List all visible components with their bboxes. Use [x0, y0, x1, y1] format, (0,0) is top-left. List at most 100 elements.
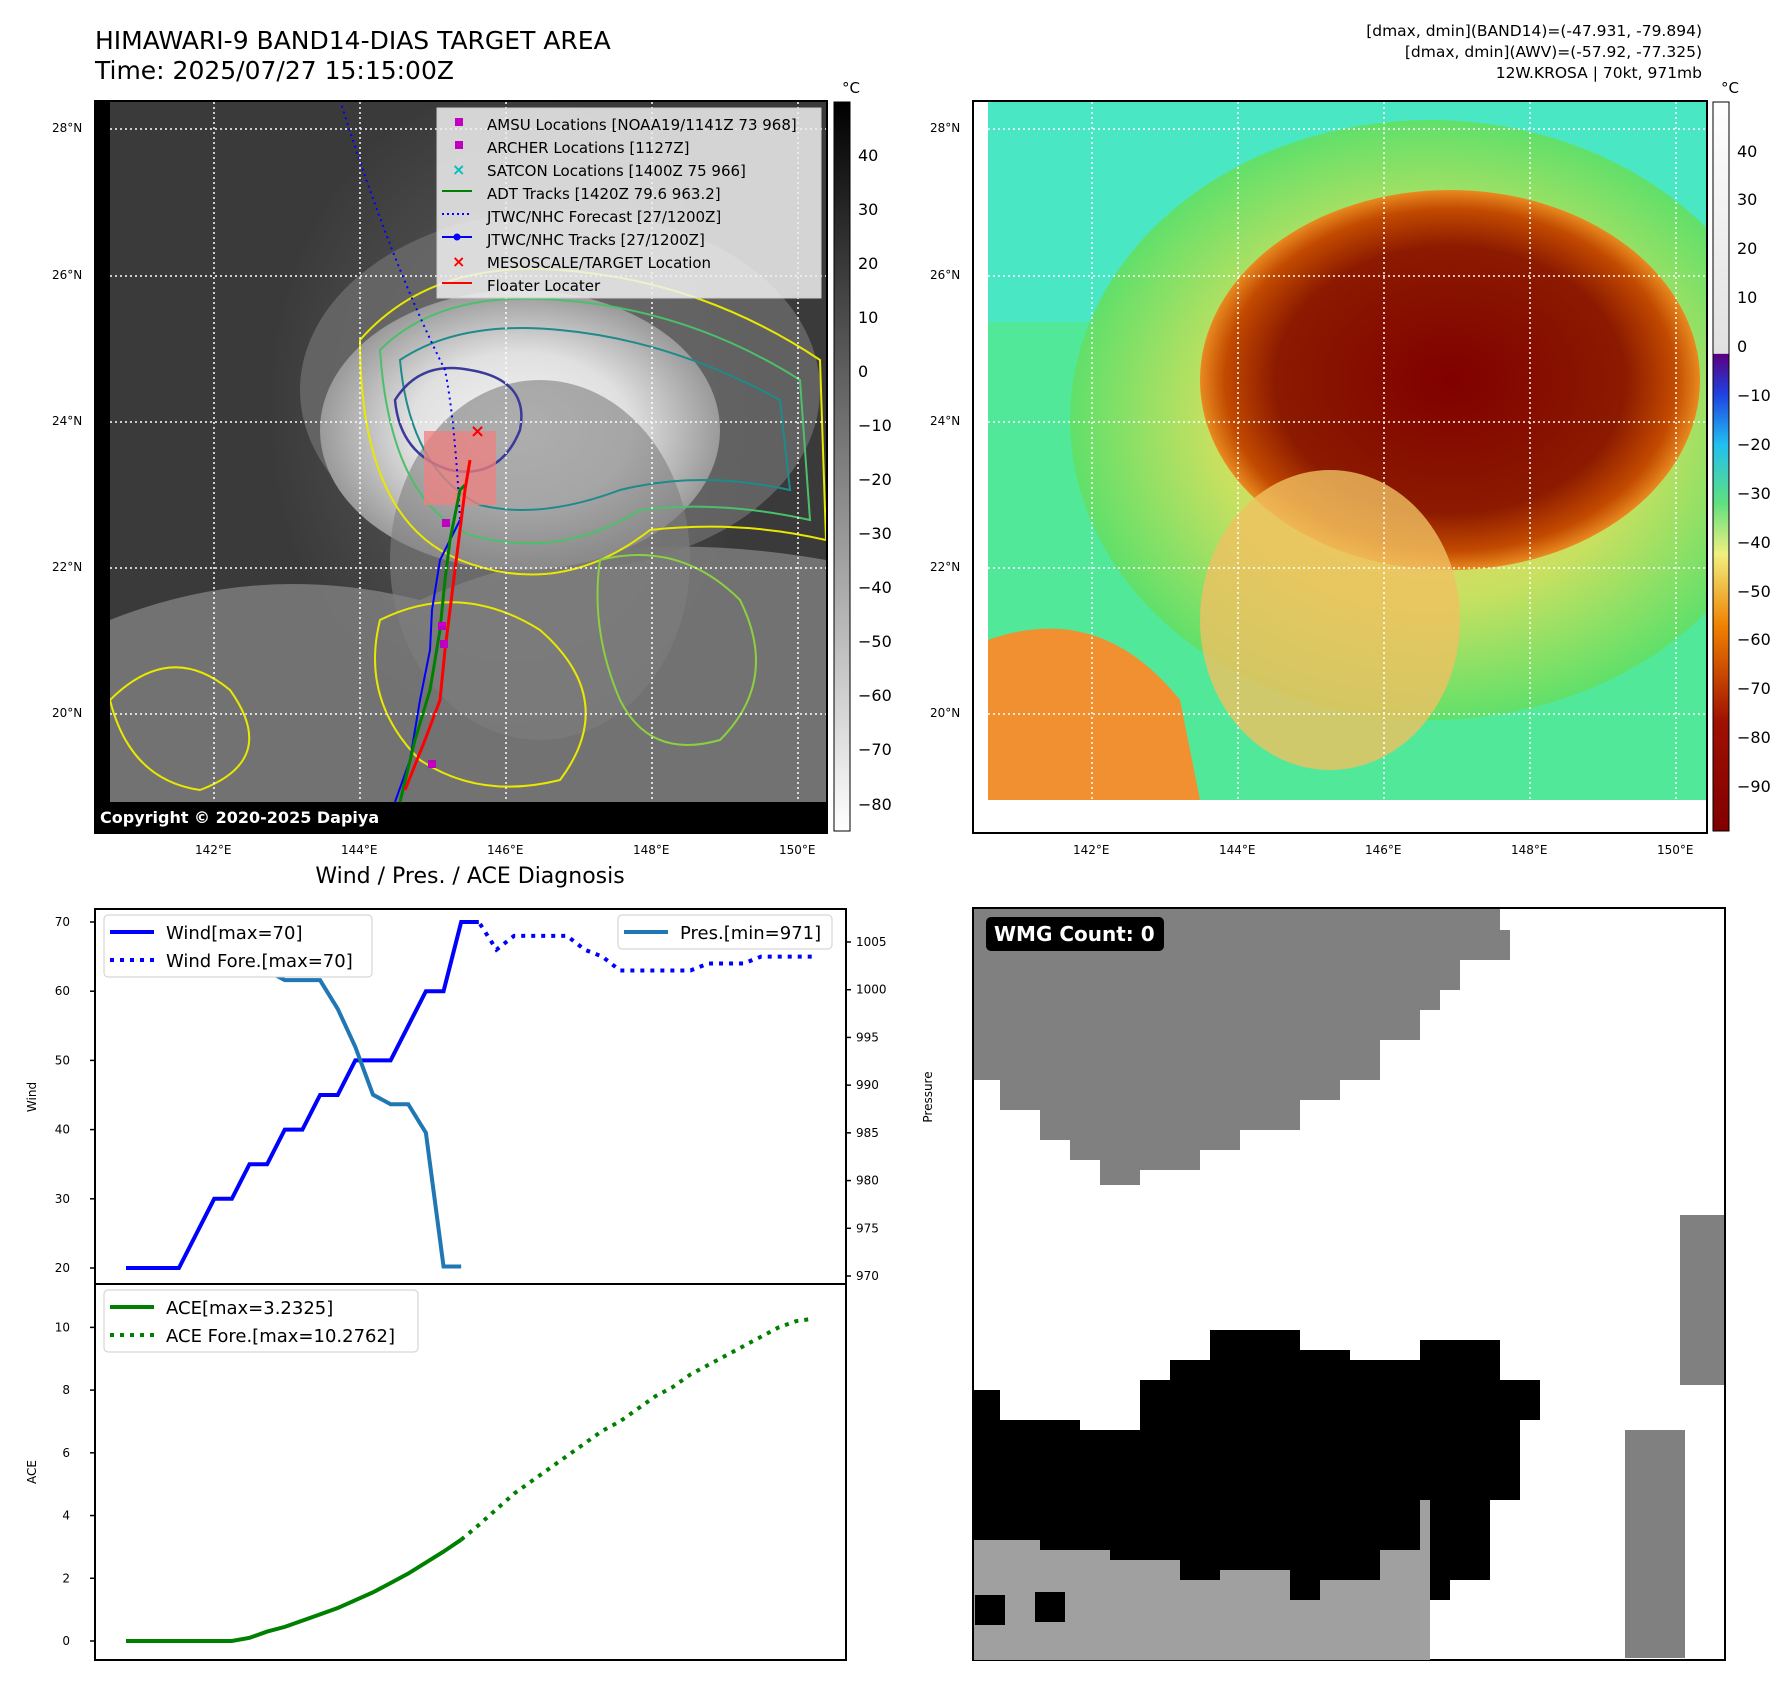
right-cb-tick: −50 [1737, 582, 1771, 601]
right-cb-tick: −30 [1737, 484, 1771, 503]
series-line-wind [126, 920, 479, 1270]
left-colorbar [833, 101, 851, 832]
left-cb-tick: 0 [858, 362, 869, 381]
diagnosis-title: Wind / Pres. / ACE Diagnosis [315, 864, 625, 889]
wind-axis-label: Wind [25, 1082, 39, 1112]
pressure-y-tick-label: 980 [856, 1174, 879, 1188]
right-lon-148: 148°E [1511, 843, 1548, 857]
ace-y-ticks: 0 2 4 6 8 10 [55, 1320, 95, 1648]
left-colorbar-unit: °C [842, 79, 860, 97]
left-lat-20: 20°N [52, 706, 83, 720]
right-cb-tick: 30 [1737, 190, 1758, 209]
pressure-y-tick-label: 995 [856, 1030, 879, 1044]
left-lon-146: 146°E [487, 843, 524, 857]
legend-satcon: SATCON Locations [1400Z 75 966] [487, 162, 746, 180]
pressure-y-tick-label: 970 [856, 1269, 879, 1283]
left-cb-tick: −50 [858, 632, 892, 651]
wind-legend [103, 914, 373, 978]
svg-text:×: × [452, 160, 465, 179]
ace-y-tick-label: 2 [62, 1571, 70, 1585]
right-cb-tick: −60 [1737, 630, 1771, 649]
right-cb-tick: 0 [1737, 337, 1748, 356]
legend-jtwc-tracks: JTWC/NHC Tracks [27/1200Z] [487, 231, 705, 249]
right-cb-tick: −10 [1737, 386, 1771, 405]
legend-ace-forecast: ACE Fore.[max=10.2762] [166, 1326, 395, 1347]
copyright-badge: Copyright © 2020-2025 Dapiya [96, 806, 384, 829]
legend-jtwc-forecast: JTWC/NHC Forecast [27/1200Z] [487, 208, 722, 226]
pressure-y-ticks: 970 975 980 985 990 995 1000 1005 [846, 935, 887, 1283]
left-cb-tick: 20 [858, 254, 879, 273]
legend-floater: Floater Locater [487, 277, 601, 295]
series-line-ace-forecast [459, 1316, 815, 1542]
left-lon-142: 142°E [195, 843, 232, 857]
right-map-panel [972, 100, 1730, 834]
stats-storm: 12W.KROSA | 70kt, 971mb [1495, 64, 1702, 82]
wmg-gray-region-right [1680, 1215, 1724, 1385]
ace-y-tick-label: 10 [55, 1320, 70, 1334]
right-cb-tick: −70 [1737, 679, 1771, 698]
left-cb-tick: −60 [858, 686, 892, 705]
figure-title-line1: HIMAWARI-9 BAND14-DIAS TARGET AREA [95, 26, 611, 55]
left-lat-26: 26°N [52, 268, 83, 282]
jtwc-forecast-track [339, 102, 461, 521]
right-cb-tick: 40 [1737, 142, 1758, 161]
wind-y-tick-label: 50 [55, 1053, 70, 1067]
pressure-y-tick-label: 975 [856, 1221, 879, 1235]
legend-archer: ARCHER Locations [1127Z] [487, 139, 690, 157]
left-cb-tick: −30 [858, 524, 892, 543]
target-marker: × [470, 421, 485, 442]
adt-track [398, 483, 467, 802]
pressure-axis-label: Pressure [921, 1071, 935, 1122]
left-lat-24: 24°N [52, 414, 83, 428]
wind-y-tick-label: 20 [55, 1261, 70, 1275]
right-cb-tick: 10 [1737, 288, 1758, 307]
left-lat-22: 22°N [52, 560, 83, 574]
ace-axis-label: ACE [25, 1460, 39, 1484]
wmg-count-badge [986, 917, 1164, 951]
left-cb-tick: −70 [858, 740, 892, 759]
right-lat-24: 24°N [930, 414, 961, 428]
wind-y-tick-label: 60 [55, 984, 70, 998]
legend-pressure: Pres.[min=971] [680, 923, 821, 944]
ace-y-tick-label: 0 [62, 1634, 70, 1648]
right-lon-142: 142°E [1073, 843, 1110, 857]
left-cb-tick: −10 [858, 416, 892, 435]
wmg-count-label: WMG Count: 0 [994, 922, 1155, 946]
left-lon-150: 150°E [779, 843, 816, 857]
left-cb-tick: −20 [858, 470, 892, 489]
right-colorbar-unit: °C [1721, 79, 1739, 97]
legend-ace: ACE[max=3.2325] [166, 1298, 333, 1319]
right-cb-tick: 20 [1737, 239, 1758, 258]
legend-wind: Wind[max=70] [166, 923, 303, 944]
right-cb-tick: −90 [1737, 777, 1771, 796]
left-lat-28: 28°N [52, 121, 83, 135]
right-lat-22: 22°N [930, 560, 961, 574]
right-cb-tick: −20 [1737, 435, 1771, 454]
pressure-legend [617, 914, 833, 950]
wind-y-tick-label: 40 [55, 1123, 70, 1137]
figure-title-line2: Time: 2025/07/27 15:15:00Z [95, 56, 454, 85]
wind-y-tick-label: 70 [55, 915, 70, 929]
left-map-panel: × × × [94, 100, 851, 834]
right-cb-tick: −40 [1737, 533, 1771, 552]
series-line-ace [126, 1538, 463, 1643]
wmg-lightgray-region [974, 1500, 1430, 1660]
wmg-gray-region-bottomright [1625, 1430, 1685, 1658]
left-cb-tick: 30 [858, 200, 879, 219]
legend-adt: ADT Tracks [1420Z 79.6 963.2] [487, 185, 721, 203]
right-colorbar [1712, 101, 1730, 832]
legend-wind-forecast: Wind Fore.[max=70] [166, 951, 353, 972]
right-lat-28: 28°N [930, 121, 961, 135]
right-lon-150: 150°E [1657, 843, 1694, 857]
ace-legend [103, 1289, 419, 1353]
wmg-gray-region-top [974, 909, 1510, 1185]
left-lon-148: 148°E [633, 843, 670, 857]
wind-y-tick-label: 30 [55, 1192, 70, 1206]
ace-plot-frame [94, 1283, 847, 1661]
svg-text:×: × [452, 252, 465, 271]
pressure-y-tick-label: 1005 [856, 935, 887, 949]
ace-y-tick-label: 8 [62, 1383, 70, 1397]
left-lon-144: 144°E [341, 843, 378, 857]
right-cb-tick: −80 [1737, 728, 1771, 747]
